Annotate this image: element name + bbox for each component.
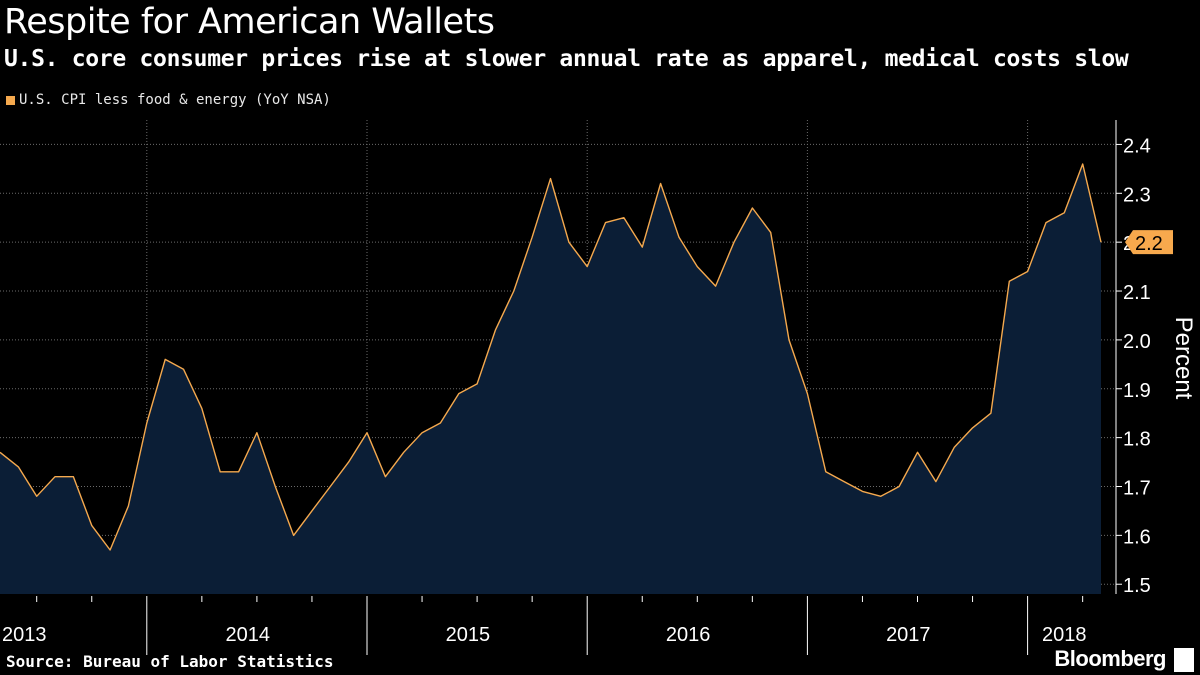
y-tick-label: 1.5 [1123, 575, 1151, 597]
series-area [0, 164, 1101, 594]
series-line [0, 163, 1102, 551]
brand-logo-text: Bloomberg [1054, 646, 1166, 671]
x-tick-label: 2015 [446, 624, 491, 646]
last-value-badge [1125, 230, 1173, 255]
source-note: Source: Bureau of Labor Statistics [6, 652, 334, 671]
y-tick-label: 2.0 [1123, 331, 1151, 353]
y-tick-label: 1.9 [1123, 380, 1151, 402]
legend-label: U.S. CPI less food & energy (YoY NSA) [19, 92, 331, 108]
x-tick-label: 2018 [1042, 624, 1087, 646]
y-tick-label: 1.8 [1123, 429, 1151, 451]
y-tick-label: 2.1 [1123, 282, 1151, 304]
x-tick-label: 2014 [225, 624, 270, 646]
y-tick-label: 1.7 [1123, 477, 1151, 499]
last-value-label: 2.2 [1135, 233, 1163, 255]
y-tick-label: 2.4 [1123, 135, 1151, 157]
x-tick-label: 2016 [666, 624, 711, 646]
chart-subtitle: U.S. core consumer prices rise at slower… [4, 46, 1129, 72]
legend-swatch [6, 95, 15, 105]
bloomberg-logo-icon [1174, 648, 1194, 672]
y-axis-title: Percent [1170, 317, 1197, 400]
legend: U.S. CPI less food & energy (YoY NSA) [6, 92, 331, 108]
y-tick-label: 1.6 [1123, 526, 1151, 548]
x-tick-label: 2013 [2, 624, 47, 646]
y-tick-label: 2.3 [1123, 184, 1151, 206]
chart-title: Respite for American Wallets [4, 2, 495, 42]
x-tick-label: 2017 [886, 624, 931, 646]
